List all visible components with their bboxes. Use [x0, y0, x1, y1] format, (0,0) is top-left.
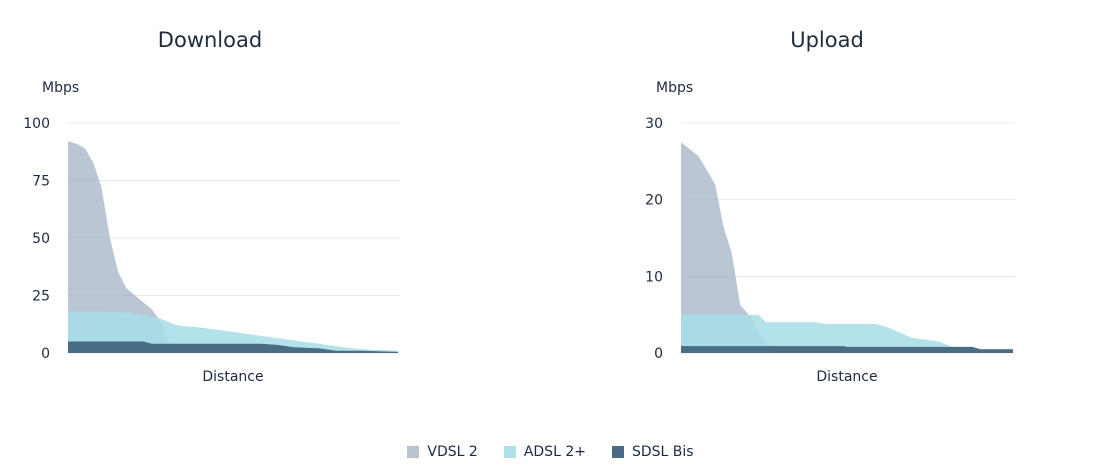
y-tick-label: 25: [32, 289, 50, 305]
y-tick-label: 0: [654, 346, 663, 362]
y-tick-label: 75: [32, 174, 50, 190]
legend-swatch: [503, 446, 516, 458]
legend-item-sdsl[interactable]: SDSL Bis: [611, 444, 694, 460]
y-tick-label: 20: [645, 193, 663, 209]
legend-item-adsl[interactable]: ADSL 2+: [503, 444, 586, 460]
area-vdsl-2: [681, 142, 776, 353]
y-axis-label: Mbps: [42, 80, 79, 96]
y-tick-label: 50: [32, 231, 50, 247]
area-vdsl-2: [68, 141, 177, 353]
legend-swatch: [407, 446, 420, 458]
legend: VDSL 2 ADSL 2+ SDSL Bis: [0, 444, 1101, 460]
x-axis-label: Distance: [816, 369, 877, 385]
legend-item-vdsl[interactable]: VDSL 2: [407, 444, 478, 460]
legend-swatch: [611, 446, 624, 458]
x-axis-label: Distance: [202, 369, 263, 385]
y-axis-label: Mbps: [656, 80, 693, 96]
y-tick-label: 10: [645, 269, 663, 285]
area-adsl-2-: [681, 314, 1013, 353]
area-sdsl-bis: [681, 346, 1013, 353]
area-sdsl-bis: [68, 341, 398, 353]
y-tick-label: 30: [645, 116, 663, 132]
y-tick-label: 0: [41, 346, 50, 362]
area-adsl-2-: [68, 311, 398, 353]
y-tick-label: 100: [23, 116, 50, 132]
chart-title: Upload: [790, 28, 864, 52]
chart-title: Download: [158, 28, 262, 52]
